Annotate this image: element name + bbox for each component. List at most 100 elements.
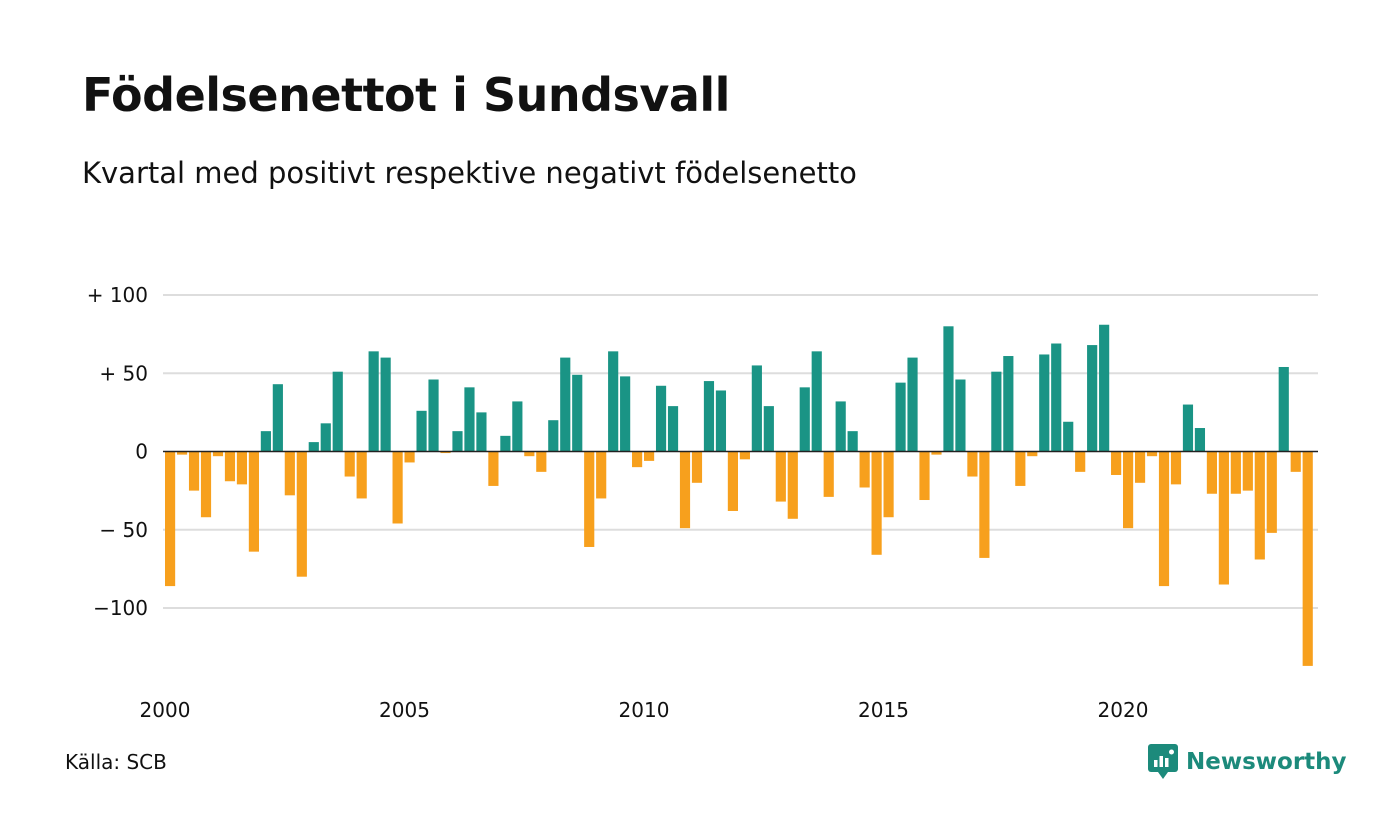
bar-negative <box>224 451 236 482</box>
bar-negative <box>1123 451 1134 529</box>
bar-positive <box>655 385 667 452</box>
bar-negative <box>979 451 990 558</box>
bar-positive <box>560 357 571 452</box>
bar-negative <box>919 451 930 501</box>
axes: + 100 + 50 0 − 50 −100 2000 2005 2010 2015 2020 <box>87 283 1318 722</box>
bar-positive <box>464 387 475 452</box>
source-note: Källa: SCB <box>65 750 167 774</box>
brand-name: Newsworthy <box>1186 749 1347 775</box>
bar-negative <box>1254 451 1265 560</box>
bar-negative <box>1230 451 1241 494</box>
bar-negative <box>1146 451 1158 457</box>
bar-positive <box>667 406 679 452</box>
bar-positive <box>368 351 379 452</box>
bar-positive <box>1051 343 1062 452</box>
bar-negative <box>344 451 355 477</box>
bar-positive <box>1087 345 1098 452</box>
bar-positive <box>260 431 271 452</box>
x-tick-label: 2020 <box>1098 698 1149 722</box>
bar-negative <box>1290 451 1301 472</box>
bar-negative <box>284 451 295 496</box>
bar-negative <box>679 451 691 529</box>
bar-positive <box>512 401 523 452</box>
bar-negative <box>296 451 307 577</box>
bar-negative <box>775 451 786 502</box>
bar-positive <box>272 384 283 452</box>
bar-positive <box>1063 421 1074 452</box>
bar-positive <box>943 326 954 452</box>
bar-positive <box>955 379 966 452</box>
newsworthy-logo-icon <box>1148 744 1178 779</box>
bar-positive <box>907 357 918 452</box>
brand-logo: Newsworthy <box>1148 744 1347 780</box>
bar-positive <box>847 431 858 452</box>
x-tick-label: 2005 <box>379 698 430 722</box>
bar-positive <box>799 387 810 452</box>
bar-negative <box>236 451 248 485</box>
bar-positive <box>1003 356 1014 452</box>
bar-positive <box>1194 428 1206 452</box>
bar-negative <box>356 451 367 499</box>
bar-positive <box>452 431 463 452</box>
y-tick-label: 0 <box>135 440 148 464</box>
bar-negative <box>1218 451 1229 585</box>
bar-positive <box>991 371 1002 452</box>
bar-negative <box>1027 451 1038 457</box>
bar-negative <box>859 451 870 488</box>
x-tick-label: 2015 <box>858 698 909 722</box>
gridlines <box>163 294 1318 609</box>
bar-negative <box>584 451 595 547</box>
bar-negative <box>200 451 212 518</box>
chart-title: Födelsenettot i Sundsvall <box>82 68 730 122</box>
bar-negative <box>823 451 834 497</box>
bar-positive <box>703 381 715 452</box>
bar-negative <box>931 451 942 455</box>
bar-negative <box>644 451 655 461</box>
bar-positive <box>1182 404 1194 452</box>
bar-positive <box>428 379 439 452</box>
bar-chart: + 100 + 50 0 − 50 −100 2000 2005 2010 2015 2020 <box>87 283 1318 722</box>
bar-negative <box>165 451 176 587</box>
bar-positive <box>308 442 319 452</box>
bar-negative <box>871 451 882 555</box>
bar-positive <box>572 374 583 452</box>
bar-negative <box>1266 451 1277 533</box>
bar-negative <box>188 451 200 491</box>
bar-negative <box>727 451 738 511</box>
bar-negative <box>392 451 403 524</box>
bar-negative <box>1015 451 1026 486</box>
bar-negative <box>248 451 259 552</box>
bar-negative <box>440 451 451 454</box>
x-tick-label: 2000 <box>140 698 191 722</box>
bar-negative <box>176 451 188 455</box>
bar-negative <box>1111 451 1122 475</box>
bar-positive <box>476 412 487 452</box>
bar-positive <box>500 435 511 452</box>
bars <box>165 324 1313 666</box>
y-tick-label: − 50 <box>99 518 148 542</box>
bar-positive <box>811 351 822 452</box>
bar-positive <box>620 376 631 452</box>
bar-negative <box>404 451 415 463</box>
bar-negative <box>1134 451 1146 483</box>
bar-negative <box>1170 451 1182 485</box>
bar-positive <box>1039 354 1050 452</box>
chart-subtitle: Kvartal med positivt respektive negativt… <box>82 156 857 190</box>
bar-negative <box>691 451 703 483</box>
bar-positive <box>751 365 762 452</box>
bar-positive <box>548 420 559 452</box>
bar-negative <box>1206 451 1217 494</box>
bar-negative <box>967 451 978 477</box>
bar-negative <box>1302 451 1313 666</box>
bar-positive <box>895 382 906 452</box>
bar-negative <box>524 451 535 457</box>
bar-negative <box>596 451 607 499</box>
bar-positive <box>380 357 391 452</box>
bar-negative <box>488 451 499 486</box>
bar-negative <box>739 451 750 460</box>
bar-positive <box>416 410 427 452</box>
y-tick-label: −100 <box>93 596 148 620</box>
bar-negative <box>1075 451 1086 472</box>
bar-positive <box>608 351 619 452</box>
bar-positive <box>715 390 727 452</box>
